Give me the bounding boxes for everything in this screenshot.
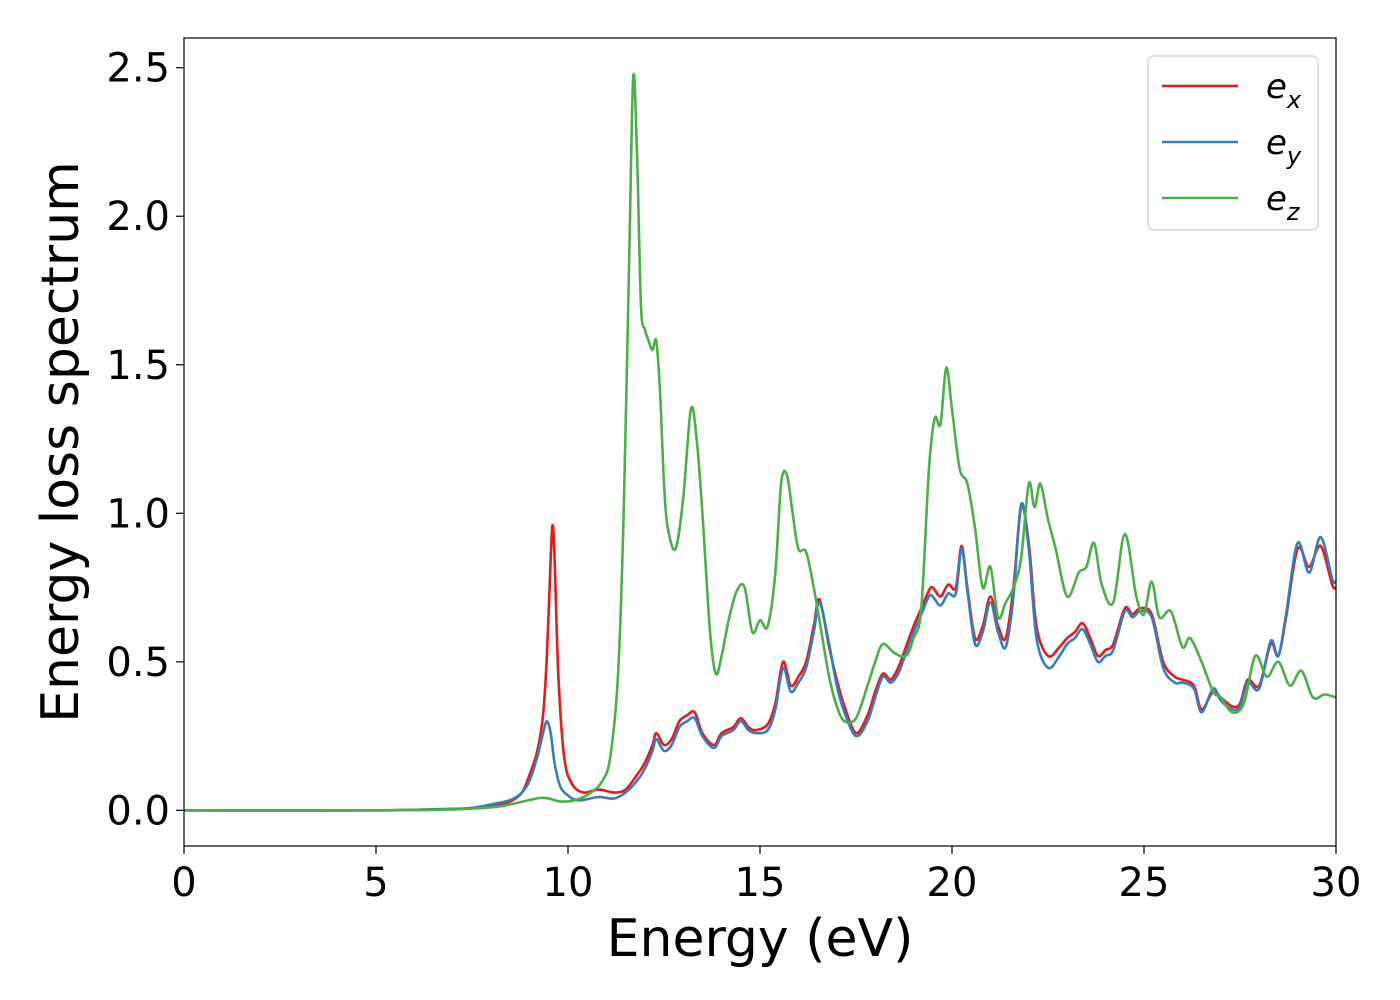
tick-layer: 0 5 10 15 20 25 30 0.0 0.5 1.0 1.5 2.0 2.5 [106, 46, 1361, 906]
series-line-z [184, 72, 1336, 812]
y-tick-label: 0.0 [106, 788, 170, 834]
y-tick-label: 1.0 [106, 491, 170, 537]
y-axis-label: Energy loss spectrum [31, 161, 91, 723]
legend-label-base: e [1266, 67, 1287, 107]
x-tick-label: 0 [171, 860, 196, 906]
legend-label-z: ez [1266, 179, 1301, 226]
legend-label-base: e [1266, 123, 1287, 163]
legend-label-subscript: z [1286, 198, 1301, 226]
legend-label-subscript: x [1286, 86, 1302, 114]
y-tick-label: 2.5 [106, 46, 170, 92]
legend-label-x: ex [1266, 67, 1302, 114]
x-tick-label: 30 [1311, 860, 1362, 906]
legend-label-subscript: y [1286, 142, 1302, 170]
series-line-x [184, 504, 1336, 812]
legend-label-base: e [1266, 179, 1287, 219]
series-line-y [184, 501, 1336, 812]
x-tick-label: 15 [735, 860, 786, 906]
x-tick-label: 25 [1119, 860, 1170, 906]
x-tick-label: 20 [927, 860, 978, 906]
y-tick-label: 2.0 [106, 194, 170, 240]
y-tick-label: 0.5 [106, 640, 170, 686]
series-layer [184, 72, 1336, 812]
legend-label-y: ey [1266, 123, 1302, 170]
x-tick-label: 10 [543, 860, 594, 906]
y-tick-label: 1.5 [106, 343, 170, 389]
x-axis-label: Energy (eV) [607, 909, 914, 969]
x-tick-label: 5 [363, 860, 388, 906]
